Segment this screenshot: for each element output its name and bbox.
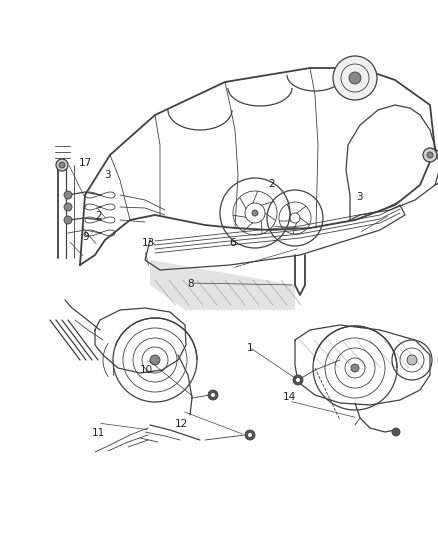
Text: 8: 8 [187,279,194,288]
Circle shape [252,210,258,216]
Circle shape [211,392,215,398]
Text: 2: 2 [268,179,275,189]
Circle shape [296,377,300,383]
Circle shape [64,191,72,199]
Text: 9: 9 [82,232,89,242]
Text: 14: 14 [283,392,296,402]
Circle shape [351,364,359,372]
Text: 6: 6 [229,238,236,247]
Circle shape [64,216,72,224]
Circle shape [407,355,417,365]
Circle shape [349,72,361,84]
Circle shape [293,375,303,385]
Circle shape [333,56,377,100]
Circle shape [64,203,72,211]
Circle shape [59,162,65,168]
Circle shape [208,390,218,400]
Circle shape [423,148,437,162]
Text: 2: 2 [95,211,102,221]
Circle shape [56,159,68,171]
Text: 17: 17 [79,158,92,167]
Text: 10: 10 [140,366,153,375]
Text: 3: 3 [104,170,111,180]
Circle shape [150,355,160,365]
Text: 13: 13 [142,238,155,247]
Circle shape [247,432,252,438]
Polygon shape [150,260,295,310]
Circle shape [392,428,400,436]
Circle shape [427,152,433,158]
Text: 11: 11 [92,428,105,438]
Circle shape [245,430,255,440]
Text: 1: 1 [246,343,253,352]
Text: 12: 12 [175,419,188,429]
Text: 3: 3 [356,192,363,202]
